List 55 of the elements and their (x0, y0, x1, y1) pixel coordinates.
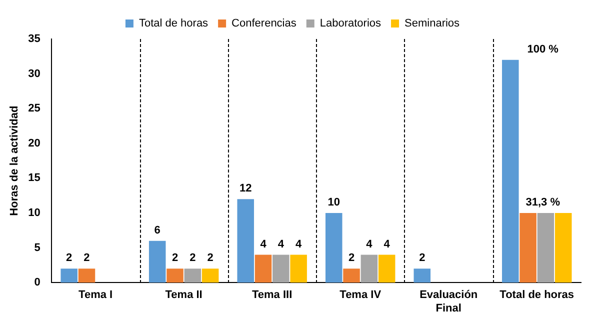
x-tick-label: Evaluación Final (420, 289, 478, 314)
data-label: 2 (419, 252, 426, 264)
bar (60, 268, 78, 283)
y-tick-label: 5 (34, 242, 40, 254)
bar (378, 254, 396, 283)
x-tick-label: Tema II (165, 289, 202, 302)
data-label: 2 (207, 252, 214, 264)
legend-label: Total de horas (138, 18, 209, 30)
data-label: 2 (172, 252, 178, 264)
y-tick-label: 30 (28, 68, 40, 80)
bar (520, 213, 536, 283)
bar (166, 268, 184, 283)
y-axis-title: Horas de la actividad (8, 106, 21, 216)
data-label: 4 (384, 238, 391, 250)
data-label: 6 (154, 224, 160, 236)
legend-label: Seminarios (404, 18, 460, 30)
data-label: 4 (296, 238, 303, 250)
legend-label: Laboratorios (320, 18, 382, 30)
bar (290, 254, 307, 283)
y-tick-label: 35 (28, 33, 40, 46)
bar (537, 213, 554, 283)
x-tick-label: Tema I (78, 289, 113, 302)
data-label: 4 (260, 238, 268, 250)
bar (502, 60, 519, 283)
bar (272, 254, 290, 283)
bar (184, 268, 202, 283)
data-label: 2 (84, 252, 90, 264)
y-tick-label: 0 (34, 276, 40, 289)
bar (325, 213, 342, 283)
x-tick-label: Tema III (252, 289, 292, 302)
bar (202, 268, 219, 283)
x-tick-label: Tema IV (340, 289, 382, 302)
data-label: 2 (66, 252, 72, 264)
y-tick-label: 20 (28, 137, 40, 150)
data-label: 10 (328, 196, 340, 209)
y-tick-label: 25 (28, 102, 40, 115)
bar (554, 213, 572, 283)
bar (148, 240, 166, 283)
bar (78, 268, 96, 283)
data-label: 4 (278, 238, 285, 250)
bar (254, 254, 272, 283)
bar (414, 268, 431, 283)
data-label: 4 (366, 238, 374, 250)
data-label: 2 (348, 252, 355, 264)
data-label: 12 (239, 182, 252, 195)
bar (237, 199, 254, 283)
legend-label: Conferencias (232, 18, 297, 30)
y-tick-label: 10 (28, 207, 40, 220)
x-tick-label: Total de horas (500, 289, 574, 302)
annotation: 100 % (527, 43, 559, 56)
data-label: 2 (190, 252, 196, 264)
bar (360, 254, 378, 283)
bar (343, 268, 360, 283)
annotation: 31,3 % (526, 196, 560, 209)
y-tick-label: 15 (28, 172, 40, 184)
